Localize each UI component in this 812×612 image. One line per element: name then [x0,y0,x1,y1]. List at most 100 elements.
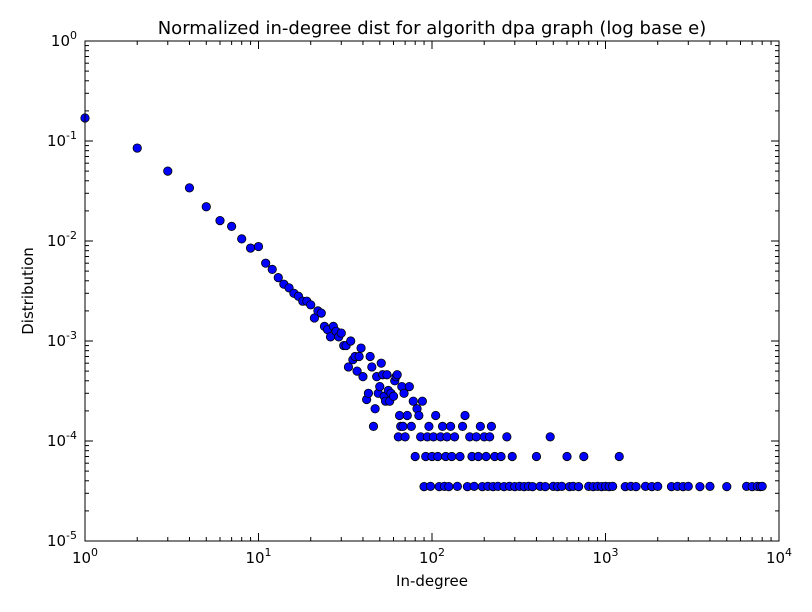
data-point [722,481,732,492]
data-point [363,388,374,398]
data-point [306,300,316,310]
data-point [394,410,405,421]
data-point [184,183,195,193]
data-point [410,451,420,462]
data-point [486,421,497,431]
data-point [455,451,465,462]
data-point [424,421,434,431]
data-point [354,351,364,362]
data-point [414,410,424,421]
data-point [346,336,356,346]
x-tick-label: 103 [592,546,618,567]
y-tick-label: 10-1 [47,129,77,150]
data-point [471,432,481,442]
y-axis-label: Distribution [19,247,37,335]
data-point [757,481,767,491]
data-point [358,372,368,382]
data-point [433,451,443,462]
data-point [365,351,375,362]
data-point [400,432,410,442]
data-point [398,421,408,431]
data-point [445,421,456,431]
data-point [683,481,693,491]
data-point [437,421,448,431]
data-point [447,451,457,462]
y-tick-label: 10-3 [47,329,77,350]
data-point [356,343,366,353]
data-point [444,481,454,492]
data-point [163,166,173,176]
y-tick-label: 10-2 [47,229,77,250]
data-point [450,432,460,442]
x-tick-label: 102 [419,546,445,567]
data-point [402,410,412,421]
data-point [485,432,495,442]
data-point [473,451,483,462]
data-point [215,215,225,226]
data-point [531,451,542,462]
data-point [481,451,491,462]
data-point [368,421,379,431]
data-point [408,396,418,406]
data-point [417,396,427,406]
x-axis-ticks: 100 101 102 103 104 [72,41,792,567]
x-axis-label: In-degree [396,572,468,590]
data-point [382,370,392,380]
data-point [502,432,512,442]
data-point [574,481,584,492]
y-axis-ticks: 10-5 10-4 10-3 10-2 10-1 100 [47,29,779,550]
data-point [452,481,462,491]
data-point [557,481,567,491]
y-tick-label: 10-4 [47,429,77,450]
data-point [367,362,377,372]
data-point [245,243,256,253]
data-point [425,481,436,491]
data-point [201,202,211,212]
data-point [653,481,663,491]
data-point [475,421,485,431]
data-point [227,221,237,231]
data-point [442,432,452,442]
data-point [404,381,414,392]
data-point [562,451,572,462]
data-point [527,481,538,492]
data-point [375,381,385,392]
data-point [431,410,441,421]
data-point [267,264,277,274]
data-point [406,421,416,431]
chart-title: Normalized in-degree dist for algorith d… [158,18,707,39]
y-tick-label: 100 [51,29,77,50]
data-point [399,388,409,398]
data-point [343,362,354,372]
x-tick-label: 101 [245,546,271,567]
data-point [460,410,470,421]
data-point [253,241,264,252]
data-point [545,432,555,442]
data-point [132,143,142,153]
data-point [352,366,362,376]
data-point [540,481,550,492]
data-point [370,404,380,414]
data-point [579,451,589,462]
data-point [507,451,517,462]
y-tick-label: 10-5 [47,529,77,550]
data-point [631,481,641,492]
x-tick-label: 100 [72,546,98,567]
x-tick-label: 104 [766,546,792,567]
data-point [392,370,402,380]
data-point [336,328,346,338]
data-point [316,308,326,318]
data-point [608,481,618,491]
data-point [469,481,479,491]
data-point [496,451,506,462]
data-point [614,451,624,462]
data-point [273,273,283,283]
data-points [80,113,767,492]
data-point [705,481,715,491]
data-point [457,421,468,431]
data-point [261,258,271,268]
data-point [695,481,705,492]
